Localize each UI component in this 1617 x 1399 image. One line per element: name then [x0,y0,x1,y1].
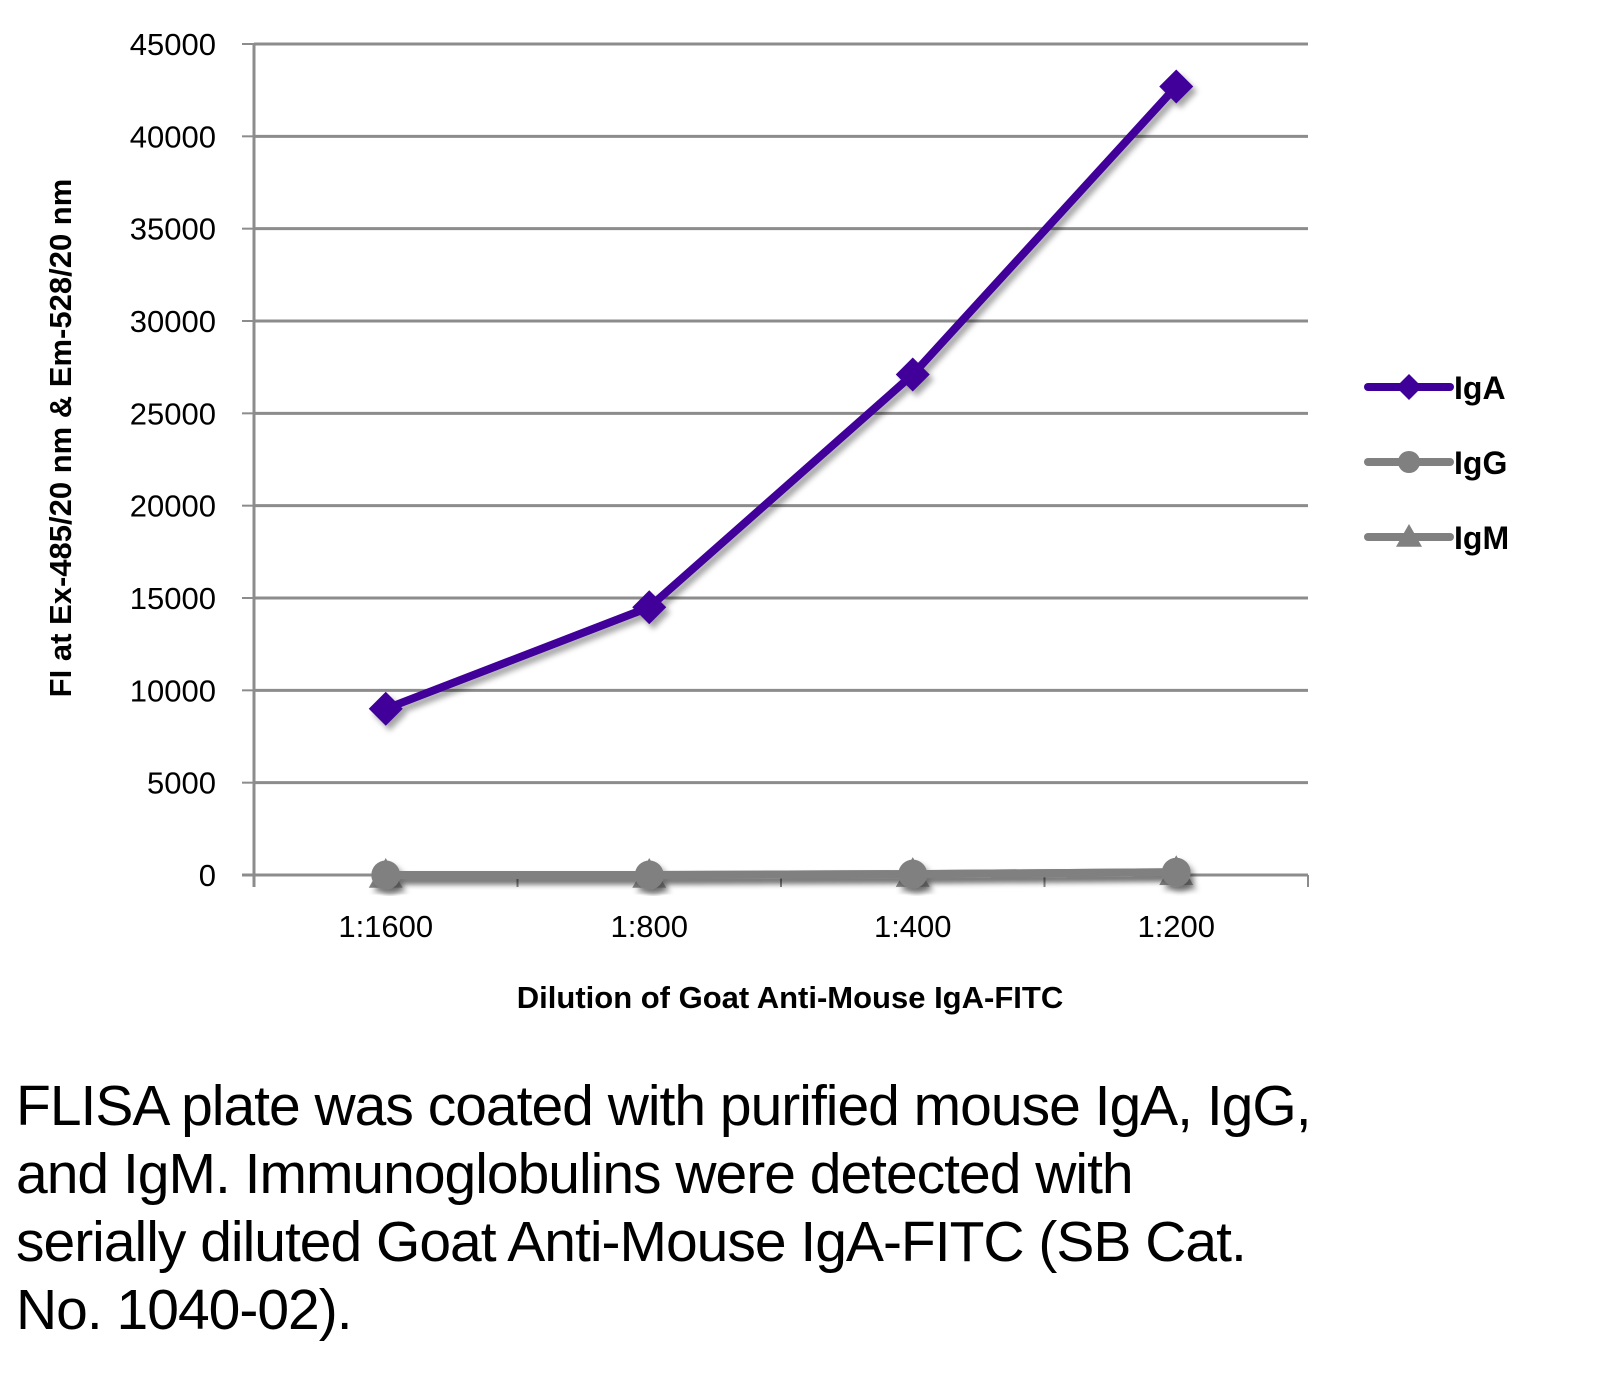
data-point-igg [898,859,928,889]
legend-diamond-icon [1396,374,1422,400]
legend-triangle-icon [1396,524,1422,547]
axes [242,43,1309,887]
legend-circle-icon [1397,450,1421,474]
legend-item-igm: IgM [1364,520,1509,556]
y-tick-label: 5000 [147,766,216,801]
series-line-iga [384,83,1180,713]
series-line-igg [385,868,1177,879]
data-point-iga [895,357,930,392]
series [368,69,1194,890]
line-chart: 0 5000 10000 15000 20000 25000 30000 35000 40000… [43,27,1509,1015]
x-axis-title: Dilution of Goat Anti-Mouse IgA-FITC [517,980,1063,1015]
data-point-igg [634,860,664,890]
data-point-igg [1161,857,1191,887]
data-point-iga [1159,69,1194,104]
legend-label: IgM [1454,520,1509,556]
y-tick-label: 45000 [130,27,216,62]
y-tick-label: 20000 [130,489,216,524]
gridlines [254,42,1308,785]
y-tick-label: 25000 [130,396,216,431]
legend-label: IgA [1454,370,1506,406]
y-axis-title: FI at Ex-485/20 nm & Em-528/20 nm [43,179,78,698]
data-point-iga [632,590,667,625]
y-tick-labels: 0 5000 10000 15000 20000 25000 30000 35000 40000… [130,27,216,893]
legend-label: IgG [1454,445,1507,481]
figure-caption: FLISA plate was coated with purified mou… [16,1074,1312,1342]
legend-item-igg: IgG [1364,445,1507,481]
legend: IgA IgG IgM [1364,370,1509,556]
y-tick-label: 15000 [130,581,216,616]
data-point-iga [368,691,403,726]
y-tick-label: 0 [199,858,216,893]
x-tick-label: 1:800 [610,909,688,944]
x-tick-label: 1:1600 [338,909,433,944]
x-tick-labels: 1:1600 1:800 1:400 1:200 [338,909,1215,944]
y-tick-label: 35000 [130,212,216,247]
x-tick-label: 1:400 [874,909,952,944]
y-tick-label: 40000 [130,119,216,154]
y-tick-label: 10000 [130,673,216,708]
y-tick-label: 30000 [130,304,216,339]
x-tick-label: 1:200 [1137,909,1215,944]
legend-item-iga: IgA [1364,370,1506,406]
series-igg [371,857,1191,890]
series-iga [368,69,1194,726]
data-point-igg [371,860,401,890]
